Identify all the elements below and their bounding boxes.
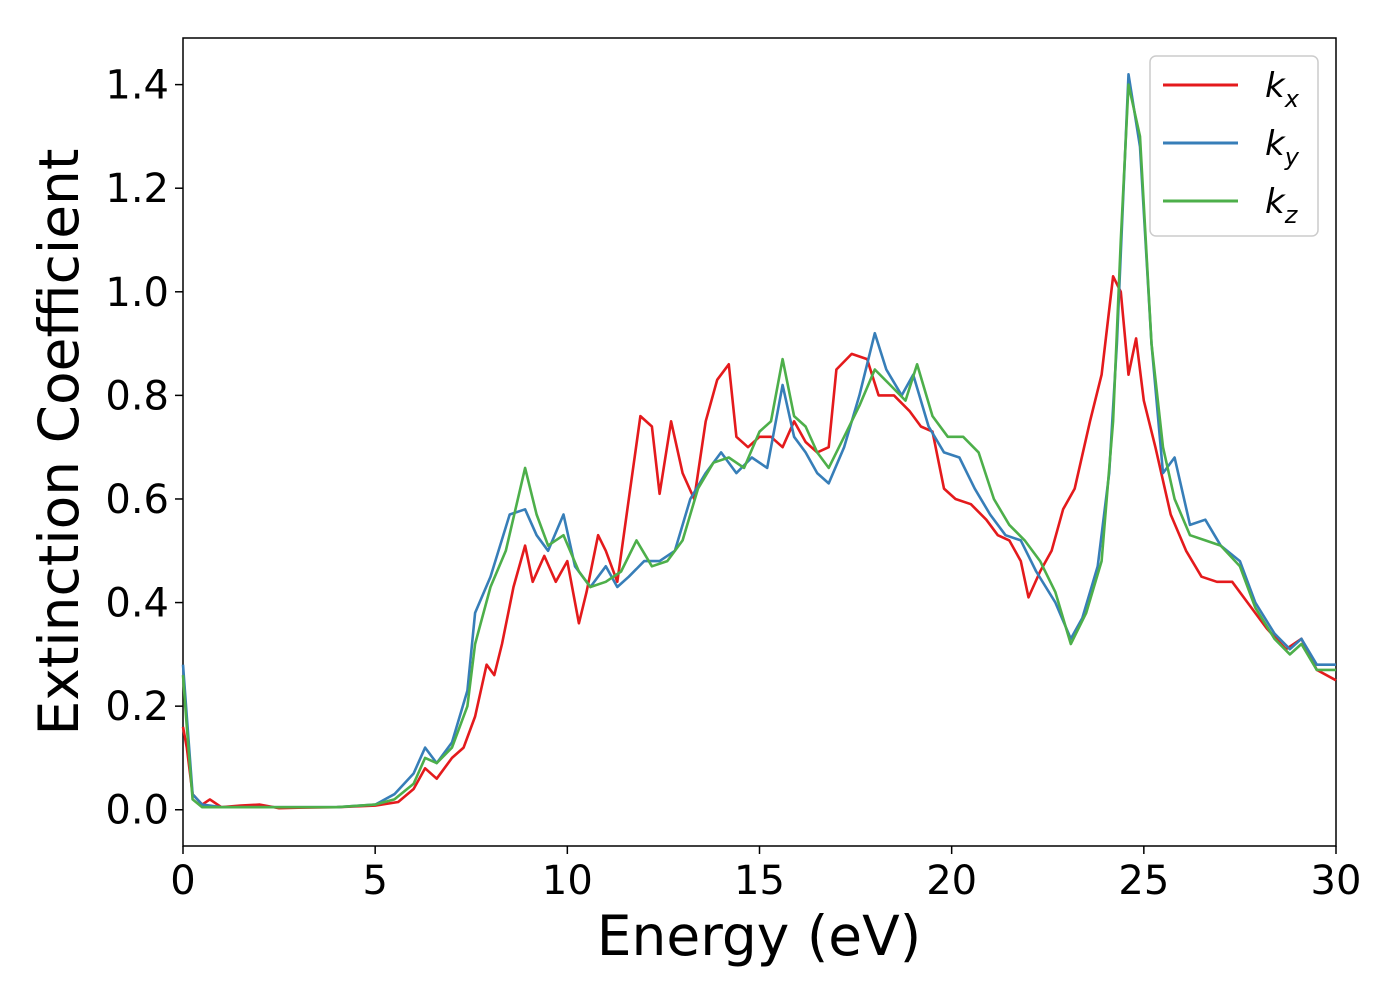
legend-box xyxy=(1149,55,1319,237)
x-tick-label: 20 xyxy=(926,858,977,904)
y-tick-label: 1.4 xyxy=(105,63,169,109)
x-tick-label: 5 xyxy=(362,858,387,904)
x-tick-label: 10 xyxy=(542,858,593,904)
legend-label-kx: kx xyxy=(1265,66,1300,113)
legend-label-kz: kz xyxy=(1265,182,1299,229)
y-tick-label: 0.6 xyxy=(105,477,169,523)
series-lines xyxy=(181,73,1337,810)
legend-label-subscript: z xyxy=(1284,201,1299,229)
y-tick-label: 0.4 xyxy=(105,581,169,627)
y-tick-label: 0.2 xyxy=(105,684,169,730)
legend-label-base: k xyxy=(1265,182,1286,222)
x-tick-label: 25 xyxy=(1118,858,1169,904)
x-axis-label: Energy (eV) xyxy=(597,904,921,968)
y-axis: 0.0 0.2 0.4 0.6 0.8 1.0 1.2 1.4 xyxy=(105,63,183,834)
x-tick-label: 30 xyxy=(1311,858,1362,904)
plot-area xyxy=(182,37,1337,847)
legend-label-subscript: y xyxy=(1284,143,1300,171)
series-line-kz xyxy=(181,83,1336,809)
legend-label-base: k xyxy=(1265,124,1286,164)
y-tick-label: 1.0 xyxy=(105,270,169,316)
y-tick-label: 1.2 xyxy=(105,166,169,212)
x-tick-label: 15 xyxy=(734,858,785,904)
series-line-kx xyxy=(181,275,1337,810)
y-tick-label: 0.0 xyxy=(105,788,169,834)
x-axis: 0 5 10 15 20 25 30 xyxy=(170,846,1361,904)
y-tick-label: 0.8 xyxy=(105,373,169,419)
y-axis-label: Extinction Coefficient xyxy=(27,149,91,736)
legend-label-ky: ky xyxy=(1265,124,1300,171)
legend-label-base: k xyxy=(1265,66,1286,106)
x-tick-label: 0 xyxy=(170,858,195,904)
legend-label-subscript: x xyxy=(1284,85,1300,113)
